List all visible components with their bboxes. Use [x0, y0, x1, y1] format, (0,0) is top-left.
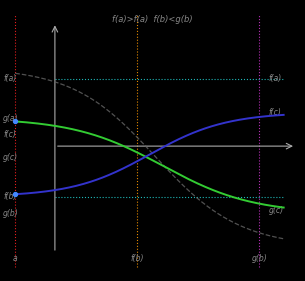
Text: g(c): g(c)	[3, 153, 18, 162]
Text: g(b): g(b)	[3, 209, 19, 218]
Point	[13, 192, 18, 196]
Point	[13, 119, 18, 124]
Text: f(c): f(c)	[3, 130, 16, 139]
Text: f(a)>f(a)  f(b)<g(b): f(a)>f(a) f(b)<g(b)	[112, 15, 193, 24]
Text: f(b): f(b)	[3, 192, 16, 201]
Text: f(b): f(b)	[131, 254, 144, 263]
Text: f(a): f(a)	[3, 74, 16, 83]
Text: g(b): g(b)	[251, 254, 267, 263]
Text: a: a	[13, 254, 18, 263]
Text: f(a): f(a)	[268, 74, 282, 83]
Text: g(c): g(c)	[268, 206, 284, 215]
Text: g(a): g(a)	[3, 114, 19, 123]
Text: f(c): f(c)	[268, 108, 281, 117]
